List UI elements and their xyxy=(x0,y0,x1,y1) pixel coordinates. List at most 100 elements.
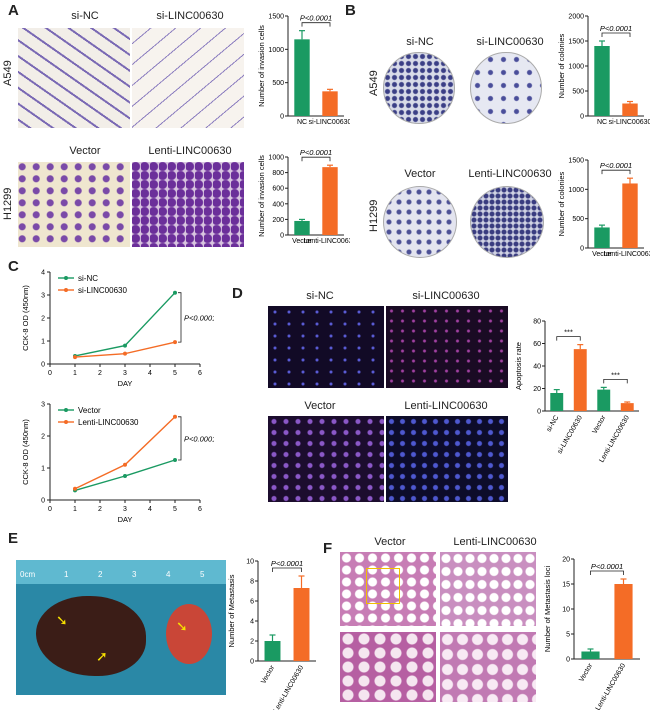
x-tick-label: Vector xyxy=(591,414,607,435)
p-value-annotation: P<0.0001 xyxy=(271,559,303,568)
d-tunel-image-si-linc xyxy=(386,306,508,388)
x-tick-label: 3 xyxy=(123,370,127,377)
y-tick-label: 2 xyxy=(41,316,45,323)
p-value-annotation: *** xyxy=(564,328,573,337)
chart-e-metastasis: 0 2 4 6 8 10 Number of Metastasis VectorLenti-L… xyxy=(228,559,316,710)
data-point xyxy=(173,290,177,295)
panel-label-e: E xyxy=(8,530,19,547)
x-tick-label: 0 xyxy=(48,370,52,377)
f-he-image-vector xyxy=(340,552,436,626)
data-point xyxy=(123,343,127,348)
x-tick-label: Lenti-LINC00630 xyxy=(604,251,650,258)
y-tick-label: 0 xyxy=(280,233,284,240)
x-tick-label: 4 xyxy=(148,370,152,377)
data-point xyxy=(173,458,177,462)
y-tick-label: 500 xyxy=(272,80,284,87)
y-tick-label: 2 xyxy=(41,434,45,441)
y-axis-label: Number of colonies xyxy=(557,171,566,236)
y-tick-label: 1000 xyxy=(268,47,284,54)
data-point xyxy=(173,340,177,345)
legend-label: si-NC xyxy=(78,274,98,283)
d-label-lenti: Lenti-LINC00630 xyxy=(404,400,488,412)
x-axis-label: DAY xyxy=(118,379,133,388)
x-tick-label: Lenti-LINC00630 xyxy=(595,662,628,710)
y-tick-label: 20 xyxy=(562,557,570,564)
f-label-vector: Vector xyxy=(374,536,406,548)
bar xyxy=(594,227,610,248)
bar xyxy=(620,403,634,411)
e-specimen-photo: 0cm 1 2 3 4 5 ➘ ➚ ➘ xyxy=(16,560,226,695)
a-invasion-image-si-nc xyxy=(18,28,130,128)
p-value-annotation: P<0.0001 xyxy=(600,161,632,170)
b-colony-dish-si-linc xyxy=(470,52,542,124)
legend-marker xyxy=(64,420,68,424)
y-tick-label: 80 xyxy=(533,319,541,326)
significance-bracket xyxy=(301,156,331,162)
liver-specimen-small xyxy=(166,604,212,664)
chart-c-cck8-lenti: 0 1 2 3 0 1 2 3 4 5 6 DAY CCK-8 OD (450nm) Vector Lent… xyxy=(21,402,214,525)
x-tick-label: Vector xyxy=(592,251,613,258)
x-tick-label: 2 xyxy=(98,370,102,377)
y-tick-label: 10 xyxy=(562,607,570,614)
p-value-annotation: P<0.0001 xyxy=(300,14,332,23)
y-tick-label: 15 xyxy=(562,582,570,589)
y-tick-label: 0 xyxy=(566,657,570,664)
y-tick-label: 200 xyxy=(272,217,284,224)
ruler-tick-3: 3 xyxy=(132,570,137,579)
bar xyxy=(264,641,281,661)
bar xyxy=(573,349,587,411)
y-tick-label: 0 xyxy=(580,246,584,253)
x-tick-label: NC xyxy=(297,119,307,126)
f-he-image-lenti xyxy=(440,552,536,626)
y-tick-label: 0 xyxy=(41,498,45,505)
legend-label: Lenti-LINC00630 xyxy=(78,418,139,427)
y-tick-label: 2 xyxy=(250,639,254,646)
a-invasion-image-lenti xyxy=(132,162,244,247)
p-value-annotation: P<0.0001 xyxy=(591,562,623,571)
x-axis-label: DAY xyxy=(118,515,133,524)
bar xyxy=(322,91,338,116)
y-tick-label: 1 xyxy=(41,339,45,346)
bar xyxy=(581,651,600,659)
bar xyxy=(622,103,638,116)
x-tick-label: 2 xyxy=(98,506,102,513)
d-tunel-image-si-nc xyxy=(268,306,384,388)
y-tick-label: 1500 xyxy=(268,14,284,21)
y-tick-label: 800 xyxy=(272,170,284,177)
x-tick-label: 1 xyxy=(73,506,77,513)
y-tick-label: 600 xyxy=(272,186,284,193)
x-tick-label: si-LINC00630 xyxy=(609,119,650,126)
f-label-lenti: Lenti-LINC00630 xyxy=(453,536,537,548)
bar xyxy=(294,39,310,117)
a-invasion-image-si-linc xyxy=(132,28,244,128)
data-point xyxy=(73,355,77,360)
a-row-label-h1299: H1299 xyxy=(2,187,14,220)
y-tick-label: 0 xyxy=(580,114,584,121)
data-point xyxy=(173,414,177,419)
b-row-label-a549: A549 xyxy=(368,70,380,96)
y-tick-label: 10 xyxy=(246,559,254,566)
metastasis-arrow-icon: ➚ xyxy=(96,648,108,664)
panel-label-d: D xyxy=(232,285,243,302)
b-label-lenti: Lenti-LINC00630 xyxy=(468,168,552,180)
y-axis-label: Number of Metastasis loci xyxy=(543,566,552,653)
x-tick-label: Vector xyxy=(578,662,594,683)
f-he-zoom-lenti xyxy=(440,632,536,702)
a-label-si-linc: si-LINC00630 xyxy=(156,10,224,22)
x-tick-label: 5 xyxy=(173,370,177,377)
bar xyxy=(294,220,310,235)
p-value-annotation: *** xyxy=(611,370,620,379)
significance-bracket xyxy=(178,292,182,343)
x-tick-label: Lenti-LINC00630 xyxy=(273,664,306,710)
panel-label-a: A xyxy=(8,2,19,19)
y-tick-label: 4 xyxy=(41,270,45,277)
data-point xyxy=(73,486,77,491)
y-axis-label: CCK-8 OD (450nm) xyxy=(21,419,30,485)
data-point xyxy=(123,462,127,467)
y-axis-label: Apoptosis rate xyxy=(515,342,523,390)
bar xyxy=(622,183,638,248)
legend-label: si-LINC00630 xyxy=(78,286,127,295)
bar xyxy=(594,46,610,116)
